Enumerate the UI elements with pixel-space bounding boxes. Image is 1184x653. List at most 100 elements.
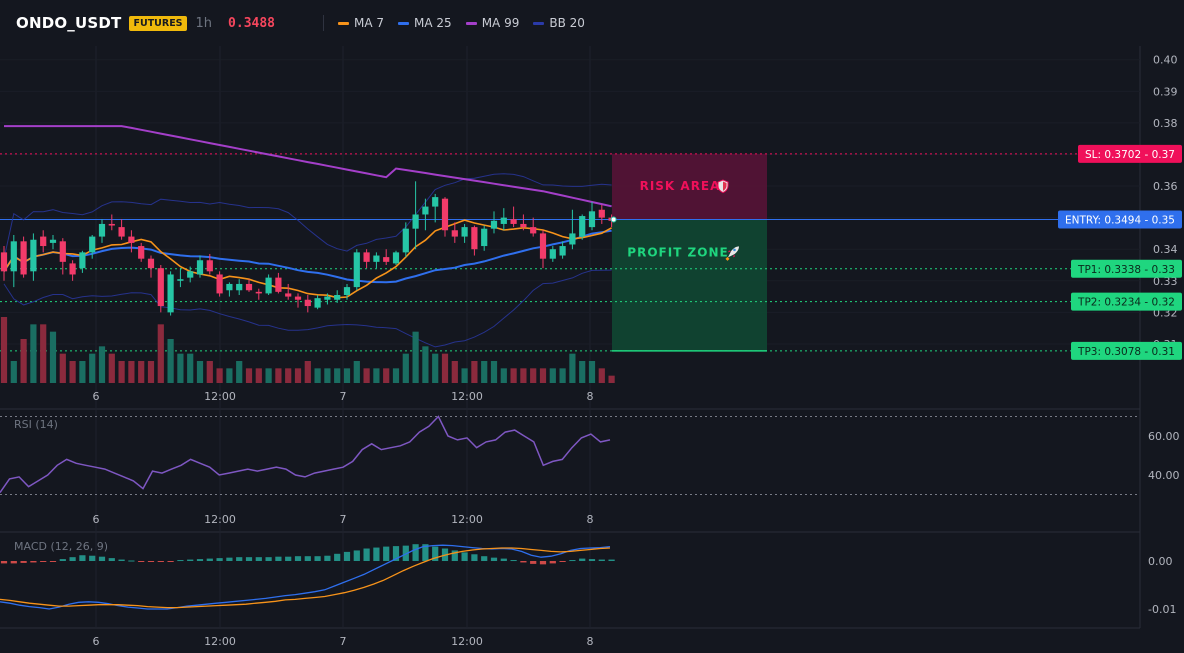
macd-histogram-bar [30,561,37,563]
candle-body [216,274,223,294]
symbol-name[interactable]: ONDO_USDT [16,14,122,32]
tp1-tag-box [1071,259,1182,278]
volume-bar [285,368,292,383]
volume-bar [383,368,390,383]
volume-bar [549,368,556,383]
candle-body [530,227,537,234]
candle-body [285,293,292,297]
macd-histogram-bar [236,557,243,561]
volume-bar [79,361,86,383]
sl-tag-label: SL: 0.3702 - 0.37 [1085,149,1175,161]
macd-histogram-bar [167,561,174,562]
candle-body [539,233,547,259]
macd-histogram-bar [206,558,213,561]
ma25-swatch [398,21,410,25]
rsi-axis-label: 60.00 [1148,430,1180,443]
candle-body [147,258,155,269]
rsi-time-label: 6 [93,513,100,526]
macd-histogram-bar [285,556,292,561]
volume-bar [422,346,429,383]
macd-histogram-bar [530,561,537,564]
risk-area-box [612,153,767,220]
volume-bar [304,361,311,383]
macd-histogram-bar [265,557,272,561]
volume-bar [363,368,370,383]
macd-histogram-bar [510,560,517,562]
zone-labels: RISK AREA PROFIT ZONE [627,179,739,261]
tp3-tag-label: TP3: 0.3078 - 0.31 [1077,346,1175,358]
price-time-label: 12:00 [451,390,483,403]
timeframe-label[interactable]: 1h [195,15,213,31]
volume-bar [236,361,243,383]
volume-bar [588,361,596,383]
candle-body [275,277,282,292]
candle-body [441,198,449,231]
volume-bar [392,368,400,383]
last-price: 0.3488 [228,15,276,31]
legend-ma25-label: MA 25 [414,16,452,30]
legend-ma7[interactable]: MA 7 [338,16,384,30]
price-time-label: 8 [587,390,594,403]
candle-body [59,241,66,262]
macd-histogram-bar [598,559,605,561]
rsi-axis-label: 40.00 [1148,469,1180,482]
macd-histogram-bar [216,558,223,561]
candle-body [98,223,106,237]
candle-body [549,249,556,259]
candle-body [49,239,57,243]
macd-time-label: 8 [587,635,594,648]
candle-body [108,223,115,226]
macd-histogram-bar [20,561,27,563]
time-axes: 6 12:00 7 12:00 8 6 12:00 7 12:00 8 6 12:00 7 12:00 8 [93,390,594,648]
candle-body [373,255,380,262]
volume-bar [275,368,282,383]
macd-time-label: 6 [93,635,100,648]
legend-ma99[interactable]: MA 99 [465,16,519,30]
candle-body [588,211,596,228]
volume-bar [510,368,517,383]
candle-body [363,252,370,262]
macd-histogram-bar [451,550,458,561]
candle-body [236,283,243,291]
macd-histogram-bar [343,551,351,561]
candle-body [579,216,586,237]
macd-histogram-bar [392,546,400,561]
candle-body [559,246,566,256]
signal-line [0,547,611,609]
macd-histogram-bar [59,559,66,561]
legend-bb20[interactable]: BB 20 [533,16,585,30]
macd-histogram-bar [412,544,419,561]
macd-histogram-bar [79,555,86,561]
candle-body [334,295,341,300]
candle-body [245,283,253,291]
macd-histogram-bar [549,561,556,564]
rsi-time-label: 8 [587,513,594,526]
volume-bar [98,346,106,383]
tp3-tag-box [1071,341,1182,360]
macd-histogram-bar [40,561,47,562]
macd-histogram-bar [539,561,547,565]
rsi-line [0,415,611,494]
volume-bar [559,368,566,383]
volume-bar [128,361,135,383]
candle-body [383,257,390,262]
candle-body [343,287,351,295]
macd-histogram-bar [128,560,135,562]
macd-histogram-bar [559,561,566,562]
rsi-pane-title: RSI (14) [14,418,58,431]
volume-bar [432,353,439,383]
macd-histogram-bar [177,560,184,562]
legend-ma25[interactable]: MA 25 [398,16,452,30]
macd-histogram-bar [0,561,8,564]
macd-histogram-bar [157,561,164,562]
candle-body [118,227,125,237]
volume-bar [147,361,155,383]
volume-bar [471,361,478,383]
price-time-label: 6 [93,390,100,403]
volume-bar [226,368,233,383]
ma25-line [3,229,612,284]
macd-histogram-bar [118,559,125,561]
candle-body [412,214,419,229]
candle-body [432,197,439,207]
